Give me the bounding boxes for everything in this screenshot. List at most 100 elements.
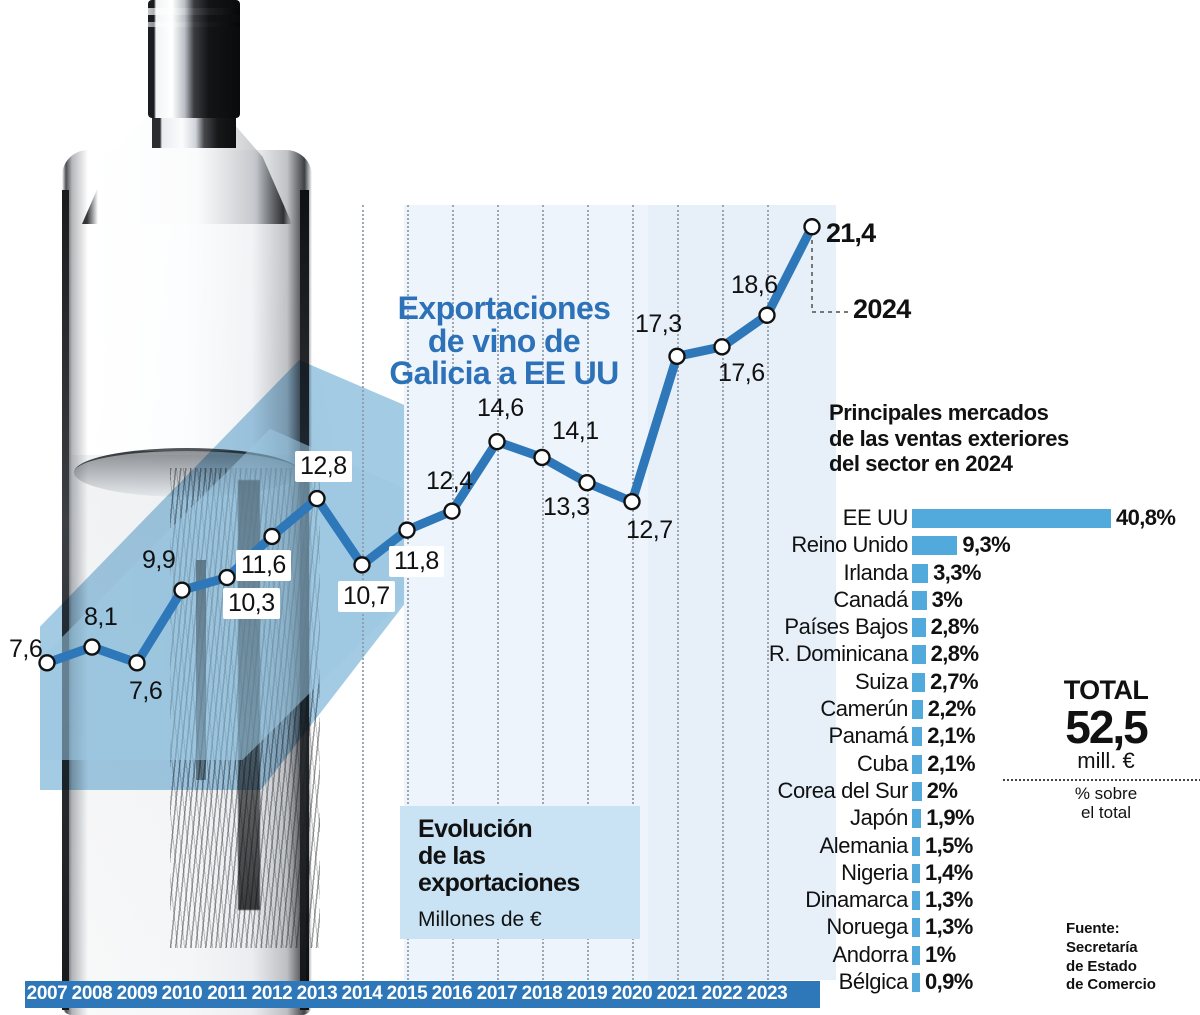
ranking-country-name: Irlanda	[843, 559, 909, 585]
ranking-bar	[912, 509, 1111, 528]
ranking-country-name: Países Bajos	[784, 614, 908, 640]
x-axis-label-2012: 2012	[251, 983, 293, 1004]
total-label: TOTAL	[1063, 675, 1149, 705]
ranking-bar	[912, 618, 926, 638]
ranking-country-name: Alemania	[819, 832, 908, 858]
evolution-legend-line-3: exportaciones	[418, 869, 580, 897]
ranking-row: Corea del Sur 2%	[760, 778, 1200, 805]
total-note: % sobre el total	[1075, 784, 1137, 822]
total-note-line-2: el total	[1080, 803, 1132, 823]
ranking-country-name: Japón	[850, 805, 908, 831]
ranking-country-name: Camerún	[820, 696, 908, 722]
evolution-legend-subtitle: Millones de €	[418, 908, 542, 931]
x-axis-label-2022: 2022	[701, 983, 743, 1004]
ranking-value: 1,4%	[925, 859, 973, 885]
gridline-2022	[722, 205, 724, 980]
ranking-bar	[912, 891, 920, 911]
ranking-country-name: Bélgica	[838, 969, 909, 995]
ranking-value: 40,8%	[1116, 505, 1176, 530]
ranking-row: Dinamarca 1,3%	[760, 887, 1200, 914]
ranking-bar	[912, 645, 926, 665]
ranking-value: 1,3%	[925, 887, 973, 913]
page-title-line-2: de vino de	[427, 322, 581, 359]
ranking-bar	[912, 700, 923, 720]
ranking-value: 1,9%	[926, 805, 975, 831]
ranking-value: 2,8%	[930, 641, 979, 667]
ranking-row: Japón 1,9%	[760, 805, 1200, 832]
value-label-2023: 18,6	[731, 271, 778, 300]
evolution-legend-box	[400, 806, 640, 939]
value-label-2010: 9,9	[142, 546, 176, 575]
x-axis-label-2007: 2007	[26, 983, 68, 1004]
ranking-value: 0,9%	[925, 969, 973, 995]
ranking-row: Suiza 2,7%	[760, 669, 1200, 696]
ranking-row: Reino Unido 9,3%	[760, 532, 1200, 559]
ranking-country-name: Suiza	[854, 668, 908, 694]
total-value: 52,5	[1065, 701, 1149, 753]
source-line-3: de Estado	[1066, 957, 1137, 975]
x-axis-label-2013: 2013	[296, 983, 338, 1004]
value-label-2022: 17,6	[718, 358, 765, 387]
ranking-value: 2%	[926, 777, 958, 803]
ranking-bar	[912, 809, 922, 829]
callout-year-2024: 2024	[853, 294, 911, 324]
ranking-row: Panamá 2,1%	[760, 723, 1200, 750]
ranking-country-name: R. Dominicana	[768, 641, 908, 667]
value-label-2012: 11,6	[236, 550, 291, 582]
ranking-list: EE UU 40,8% Reino Unido 9,3% Irlanda 3,3% Cana…	[760, 505, 1200, 996]
x-axis-label-2011: 2011	[207, 983, 247, 1004]
ranking-bar	[912, 836, 920, 856]
ranking-value: 2,1%	[927, 750, 975, 776]
ranking-bar	[912, 918, 920, 938]
ranking-row: Cuba 2,1%	[760, 751, 1200, 778]
ranking-bar	[912, 863, 920, 883]
x-axis-label-2014: 2014	[341, 983, 383, 1004]
total-divider	[1003, 779, 1200, 781]
value-label-2016: 12,4	[426, 467, 473, 496]
ranking-title-line-2: de las ventas exteriores	[829, 425, 1069, 451]
value-label-2009: 7,6	[129, 676, 163, 705]
x-axis-label-2020: 2020	[611, 983, 653, 1004]
x-axis-label-2008: 2008	[71, 983, 113, 1004]
page-title: Exportaciones de vino de Galicia a EE UU	[358, 292, 650, 390]
value-label-2007: 7,6	[9, 634, 43, 663]
evolution-legend-line-1: Evolución	[418, 815, 533, 843]
ranking-bar	[912, 781, 922, 801]
ranking-value: 1,5%	[925, 832, 973, 858]
ranking-bar	[912, 754, 923, 774]
ranking-country-name: Dinamarca	[805, 887, 908, 913]
page-title-line-3: Galicia a EE UU	[389, 355, 619, 392]
ranking-bar	[912, 727, 923, 747]
value-label-2017: 14,6	[477, 393, 524, 422]
ranking-bar	[912, 672, 926, 692]
x-axis-label-2023: 2023	[746, 983, 788, 1004]
ranking-row: Camerún 2,2%	[760, 696, 1200, 723]
ranking-value: 2,8%	[930, 614, 979, 640]
ranking-row: Alemania 1,5%	[760, 833, 1200, 860]
ranking-country-name: Cuba	[857, 750, 908, 776]
ranking-bar	[912, 536, 958, 556]
value-label-2018: 14,1	[552, 417, 599, 446]
evolution-legend-title: Evolución de las exportaciones	[418, 816, 648, 897]
ranking-row: Países Bajos 2,8%	[760, 614, 1200, 641]
value-label-2008: 8,1	[84, 603, 118, 632]
ranking-value: 3%	[931, 586, 963, 612]
ranking-bar	[912, 563, 929, 583]
x-axis-label-2015: 2015	[386, 983, 428, 1004]
ranking-row: Canadá 3%	[760, 587, 1200, 614]
value-label-2020: 12,7	[626, 515, 673, 544]
ranking-country-name: Reino Unido	[791, 532, 908, 558]
ranking-row: Irlanda 3,3%	[760, 560, 1200, 587]
ranking-bar	[912, 973, 920, 993]
ranking-row: Nigeria 1,4%	[760, 860, 1200, 887]
value-label-2019: 13,3	[543, 492, 590, 521]
ranking-bar	[912, 945, 920, 965]
ranking-country-name: Noruega	[826, 914, 908, 940]
ranking-value: 9,3%	[962, 532, 1011, 558]
source-line-1: Fuente:	[1066, 920, 1120, 937]
ranking-title-line-1: Principales mercados	[829, 400, 1049, 425]
ranking-country-name: EE UU	[842, 505, 909, 530]
value-label-2021: 17,3	[635, 310, 682, 339]
value-label-2013: 12,8	[295, 450, 352, 482]
ranking-row: Andorra 1%	[760, 942, 1200, 969]
